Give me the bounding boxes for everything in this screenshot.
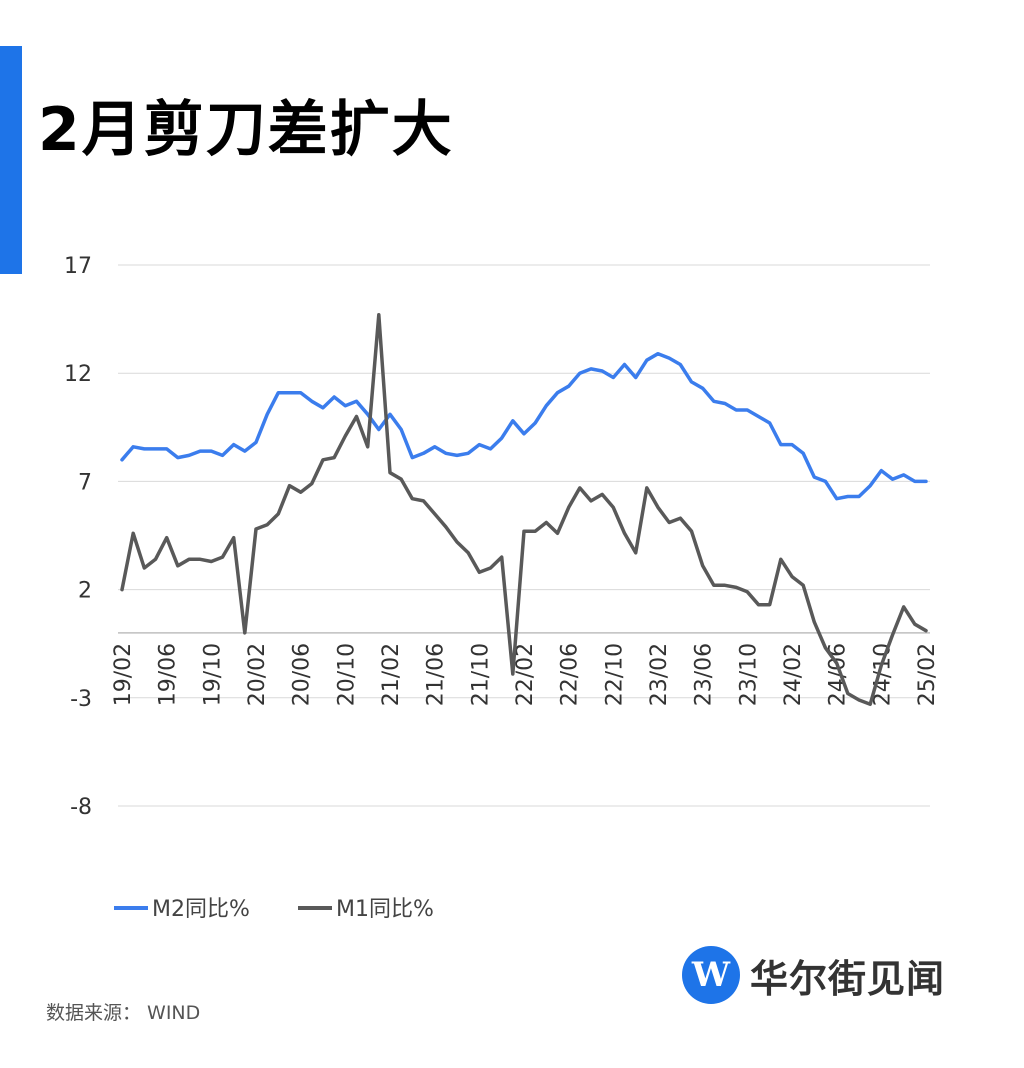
x-tick-label: 21/06: [424, 643, 449, 706]
x-tick-label: 23/06: [692, 643, 717, 706]
y-tick-label: 12: [64, 362, 92, 387]
x-tick-label: 21/02: [379, 643, 404, 706]
x-tick-label: 25/02: [915, 643, 940, 706]
data-source-note: 数据来源： WIND: [46, 1002, 201, 1024]
x-tick-label: 20/06: [290, 643, 315, 706]
x-tick-label: 23/02: [647, 643, 672, 706]
y-tick-label: -3: [70, 687, 92, 712]
x-tick-label: 22/06: [558, 643, 583, 706]
y-tick-label: -8: [70, 795, 92, 820]
y-tick-label: 17: [64, 254, 92, 279]
series-lines: [120, 313, 928, 707]
x-tick-label: 22/10: [602, 643, 627, 706]
x-tick-label: 23/10: [736, 643, 761, 706]
legend: M2同比% M1同比%: [114, 897, 434, 922]
x-tick-label: 19/06: [156, 643, 181, 706]
grid-lines: [118, 264, 930, 807]
x-tick-label: 24/10: [870, 643, 895, 706]
y-tick-label: 7: [78, 470, 92, 495]
y-axis-ticks: 17 12 7 2 -3 -8: [64, 254, 92, 820]
legend-label: M1同比%: [336, 897, 434, 922]
logo-w-icon: W: [682, 946, 740, 1004]
x-tick-label: 21/10: [468, 643, 493, 706]
x-tick-label: 20/02: [245, 643, 270, 706]
brand-logo: W 华尔街见闻: [682, 946, 945, 1004]
x-tick-label: 20/10: [334, 643, 359, 706]
legend-label: M2同比%: [152, 897, 250, 922]
page-title: 2月剪刀差扩大: [38, 95, 454, 165]
series-line-m1: [120, 313, 928, 707]
x-axis-ticks: 19/02 19/06 19/10 20/02 20/06 20/10 21/02 21/06…: [111, 643, 940, 706]
title-accent-bar: [0, 46, 22, 274]
series-line-m2: [120, 351, 928, 501]
x-tick-label: 22/02: [513, 643, 538, 706]
x-tick-label: 19/10: [200, 643, 225, 706]
logo-text: 华尔街见闻: [750, 955, 946, 1001]
x-tick-label: 24/02: [781, 643, 806, 706]
y-tick-label: 2: [78, 579, 92, 604]
x-tick-label: 19/02: [111, 643, 136, 706]
